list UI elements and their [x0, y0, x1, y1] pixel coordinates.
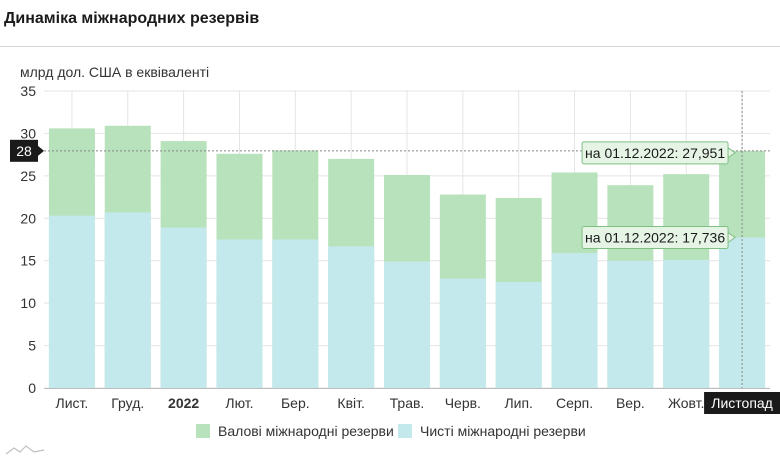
- legend-item-net[interactable]: Чисті міжнародні резерви: [398, 423, 586, 439]
- legend-swatch-net: [398, 424, 412, 438]
- legend-label-net: Чисті міжнародні резерви: [420, 423, 586, 439]
- legend-swatch-gross: [196, 424, 210, 438]
- x-tick-label: Лип.: [504, 395, 532, 411]
- y-axis-unit-label: млрд дол. США в еквіваленті: [20, 64, 210, 80]
- crosshair-y-badge-pointer: [38, 145, 44, 156]
- bar-net-reserves[interactable]: [104, 212, 151, 388]
- bar-net-reserves[interactable]: [384, 261, 430, 388]
- bar-net-reserves[interactable]: [551, 253, 598, 388]
- reserves-chart[interactable]: 0 5 10 15 20 25 30 35 Лист. Груд. 2022 Лют. Бер. Квіт…: [0, 0, 780, 420]
- x-tick-label: Груд.: [111, 395, 144, 411]
- y-tick-label: 10: [20, 295, 36, 311]
- x-tick-label: Вер.: [616, 395, 645, 411]
- legend-item-gross[interactable]: Валові міжнародні резерви: [196, 423, 394, 439]
- bar-net-reserves[interactable]: [439, 278, 486, 388]
- title-divider: [0, 46, 780, 47]
- y-tick-label: 20: [20, 210, 36, 226]
- x-tick-label: Бер.: [281, 395, 310, 411]
- x-tick-label: Черв.: [445, 395, 481, 411]
- y-tick-label: 15: [20, 253, 36, 269]
- tooltip-gross-text: на 01.12.2022: 27,951: [585, 145, 725, 161]
- x-tick-label: Лист.: [56, 395, 89, 411]
- x-tick-label: Квіт.: [337, 395, 364, 411]
- page-title: Динаміка міжнародних резервів: [4, 10, 260, 27]
- x-tick-label: Лют.: [225, 395, 253, 411]
- crosshair-x-badge: [704, 392, 780, 414]
- tooltip-net-text: на 01.12.2022: 17,736: [585, 229, 725, 245]
- bar-net-reserves[interactable]: [160, 227, 207, 388]
- chart-credit-icon: [5, 445, 45, 455]
- bar-net-reserves[interactable]: [272, 239, 319, 389]
- x-tick-label: Серп.: [556, 395, 593, 411]
- bar-net-reserves[interactable]: [216, 239, 263, 389]
- bar-net-reserves[interactable]: [607, 260, 654, 388]
- bar-net-reserves[interactable]: [48, 215, 95, 388]
- y-tick-label: 0: [28, 380, 36, 396]
- crosshair-y-badge: [10, 139, 38, 162]
- y-tick-label: 5: [28, 338, 36, 354]
- bar-net-reserves[interactable]: [495, 281, 542, 388]
- x-tick-label: Трав.: [390, 395, 425, 411]
- x-tick-label: Жовт.: [668, 395, 704, 411]
- chart-legend: Валові міжнародні резерви Чисті міжнарод…: [0, 423, 780, 443]
- x-tick-label: 2022: [168, 395, 199, 411]
- bar-net-reserves[interactable]: [663, 259, 710, 388]
- legend-label-gross: Валові міжнародні резерви: [218, 423, 394, 439]
- tooltip-net-pointer: [727, 231, 736, 244]
- y-tick-label: 30: [20, 125, 36, 141]
- crosshair-x-label: Листопад: [711, 395, 773, 411]
- y-tick-label: 35: [20, 83, 36, 99]
- y-tick-label: 25: [20, 168, 36, 184]
- crosshair-y-label: 28: [16, 143, 32, 159]
- tooltip-gross-pointer: [727, 146, 736, 159]
- bar-net-reserves[interactable]: [328, 246, 375, 388]
